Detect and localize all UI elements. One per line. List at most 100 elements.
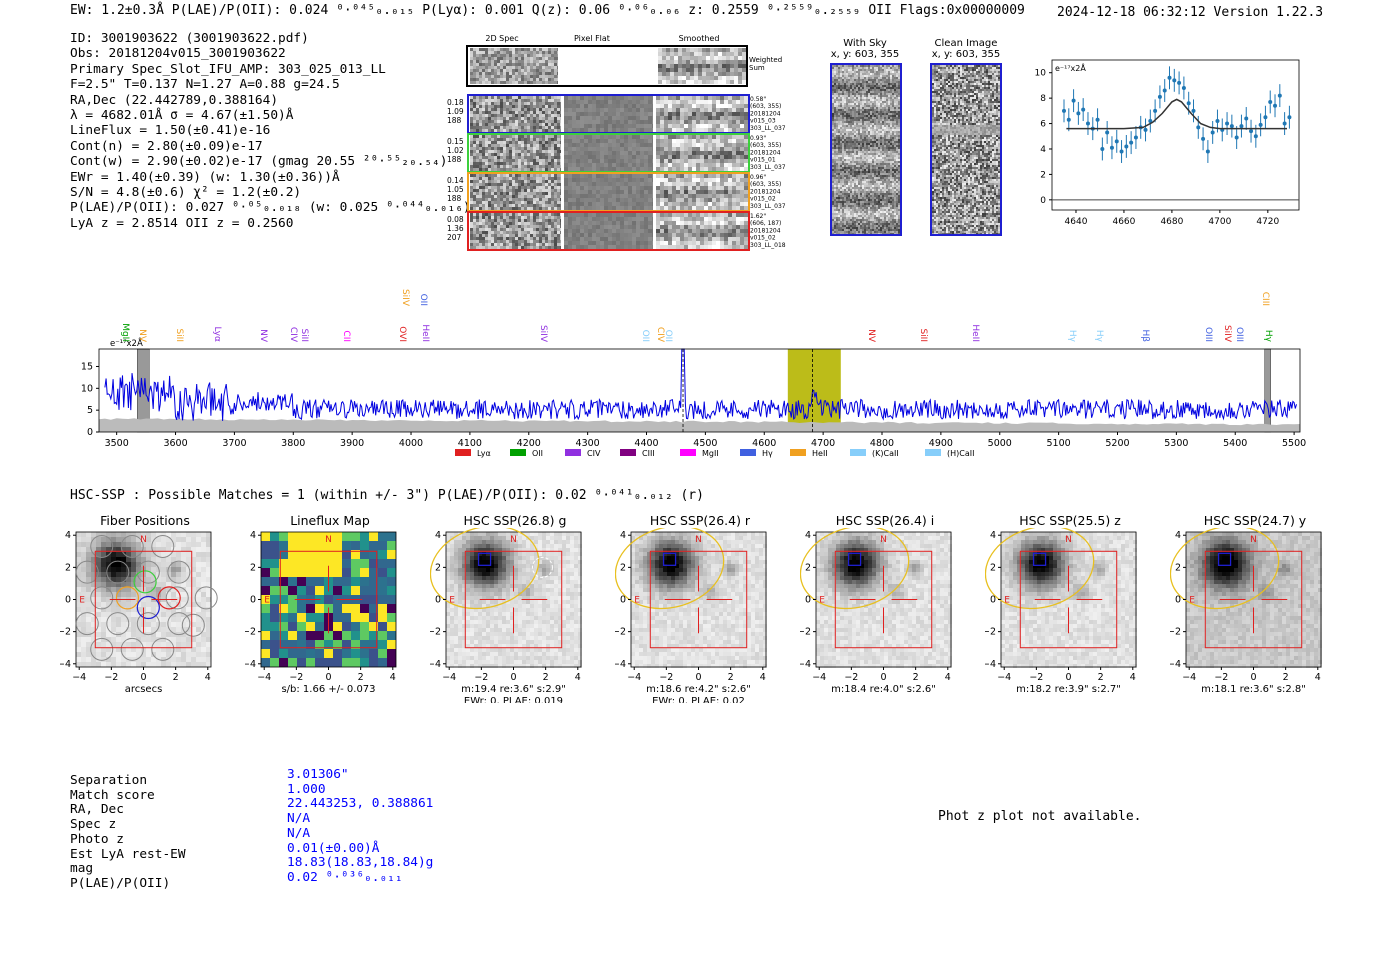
clean-noise <box>932 65 1000 234</box>
hsc-x-tick-label: −2 <box>1214 672 1228 683</box>
spectrum-line-label: NV <box>258 329 268 343</box>
cutout-row-stat: 1.05 <box>447 185 464 194</box>
fit-data-point <box>1066 117 1071 122</box>
east-label: E <box>634 596 640 606</box>
east-label: E <box>1004 596 1010 606</box>
search-box <box>1019 550 1118 649</box>
cutout-row-meta: 20181204 <box>750 110 781 117</box>
hsc-y-tick-label: −2 <box>800 627 811 638</box>
hsc-source-box <box>847 552 862 566</box>
hsc-panel-image: N E −4−4 −2 −2 0 0 2 2 4 4 m:18.4 re:4.0" s:2.6" <box>800 528 952 695</box>
cutout-row-meta: 20181204 <box>750 227 781 234</box>
north-label: N <box>1250 535 1257 545</box>
spectrum-line-label: Hβ <box>1140 329 1150 342</box>
fit-data-point <box>1249 129 1254 134</box>
legend-swatch <box>565 449 581 456</box>
clean-image-title: Clean Image x, y: 603, 355 <box>931 38 1001 60</box>
weighted-sum-label: Weighted Sum <box>749 56 782 72</box>
info-line: EWr = 1.40(±0.39) (w: 1.30(±0.36))Å <box>70 169 340 185</box>
hsc-y-tick-label: 0 <box>250 595 256 606</box>
hsc-panel-caption: m:18.1 re:3.6" s:2.8" <box>1201 684 1306 695</box>
fit-data-point <box>1225 121 1230 126</box>
fit-y-tick-label: 4 <box>1040 145 1046 155</box>
hsc-x-tick-label: 4 <box>205 672 211 683</box>
legend-swatch <box>620 449 636 456</box>
fiber-circle <box>75 612 99 636</box>
hsc-panel-title: Lineflux Map <box>290 513 370 528</box>
hsc-y-tick-label: 0 <box>805 595 811 606</box>
legend-swatch <box>790 449 806 456</box>
spectrum-x-tick-label: 3500 <box>105 438 129 449</box>
fit-x-tick-label: 4660 <box>1112 217 1135 227</box>
hsc-y-tick-label: 0 <box>65 595 71 606</box>
north-label: N <box>140 535 147 545</box>
header-timestamp-version: 2024-12-18 06:32:12 Version 1.22.3 <box>1057 5 1324 20</box>
match-table-label: RA, Dec <box>70 802 124 818</box>
spectrum-line-label: CIV <box>655 327 665 343</box>
fit-unit-label: e⁻¹⁷x2Å <box>1055 62 1086 73</box>
hsc-x-tick-label: 2 <box>173 672 179 683</box>
hsc-x-tick-label: −4 <box>257 672 271 683</box>
search-box <box>94 550 193 649</box>
hsc-x-tick-label: −2 <box>1029 672 1043 683</box>
fit-data-point <box>1109 145 1114 150</box>
cutout-pixel-flat <box>564 96 654 132</box>
hsc-y-tick-label: −4 <box>430 659 441 670</box>
fiber-circle <box>167 560 191 584</box>
lineflux-map-pixels <box>261 532 396 667</box>
hsc-x-tick-label: −2 <box>104 672 118 683</box>
hsc-x-tick-label: 4 <box>760 672 766 683</box>
spectrum-line-label: SiIV <box>1222 325 1232 343</box>
cutout-smoothed <box>656 174 748 210</box>
fit-data-point <box>1287 115 1292 120</box>
fit-data-point <box>1167 75 1172 80</box>
cutout-row-meta: 303_LL_037 <box>750 164 786 171</box>
hsc-y-tick-label: 2 <box>990 562 996 573</box>
hsc-x-tick-label: 2 <box>358 672 364 683</box>
hsc-panel-caption: s/b: 1.66 +/- 0.073 <box>281 684 375 695</box>
spectrum-line-label: CII <box>341 330 351 342</box>
fiber-circle <box>151 534 175 558</box>
hsc-y-tick-label: −2 <box>60 627 71 638</box>
hsc-panel-image: N E −4−4 −2 −2 0 0 2 2 4 4 m:18.6 re:4.2" s:2.6"EWr… <box>615 528 767 703</box>
spectrum-line-label: NV <box>866 329 876 343</box>
legend-label: HeII <box>812 449 828 458</box>
spectrum-x-tick-label: 5100 <box>1047 438 1071 449</box>
east-label: E <box>264 596 270 606</box>
spectrum-x-tick-label: 4700 <box>811 438 835 449</box>
spectrum-line-label: OIII <box>1234 327 1244 342</box>
spectrum-x-tick-label: 4800 <box>870 438 894 449</box>
cutout-smoothed <box>656 96 748 132</box>
info-line: RA,Dec (22.442789,0.388164) <box>70 92 279 108</box>
match-table-label: Photo z <box>70 831 124 847</box>
info-line: Obs: 20181204v015_3001903622 <box>70 46 286 62</box>
cutout-row-meta: 303_LL_037 <box>750 125 786 132</box>
hsc-panel-title: HSC SSP(26.8) g <box>463 513 567 528</box>
with-sky-image <box>830 63 902 236</box>
hsc-y-tick-label: 4 <box>805 530 811 541</box>
cutout-row-meta: 0.96" <box>750 174 766 181</box>
search-box <box>464 550 563 649</box>
sky-frame <box>830 63 902 236</box>
fit-data-point <box>1162 88 1167 93</box>
spectrum-x-tick-label: 4000 <box>399 438 423 449</box>
fit-data-point <box>1273 103 1278 108</box>
east-label: E <box>449 596 455 606</box>
match-table-label: P(LAE)/P(OII) <box>70 875 171 891</box>
spectrum-x-tick-label: 5500 <box>1282 438 1306 449</box>
fiber-circle <box>90 586 114 610</box>
cutout-smoothed <box>656 135 748 171</box>
spectrum-line-label: OII <box>663 330 673 342</box>
spectrum-line-label: CIV <box>288 327 298 343</box>
hsc-image-pixels <box>1186 532 1322 668</box>
hsc-y-tick-label: 0 <box>990 595 996 606</box>
fit-data-point <box>1085 121 1090 126</box>
hsc-x-tick-label: 0 <box>695 672 701 683</box>
hsc-y-tick-label: 0 <box>435 595 441 606</box>
fit-data-point <box>1268 99 1273 104</box>
fiber-circle <box>136 612 160 636</box>
fit-data-point <box>1253 134 1258 139</box>
hsc-x-tick-label: 2 <box>543 672 549 683</box>
fit-data-point <box>1263 115 1268 120</box>
hsc-aperture-ellipse <box>1170 528 1280 610</box>
